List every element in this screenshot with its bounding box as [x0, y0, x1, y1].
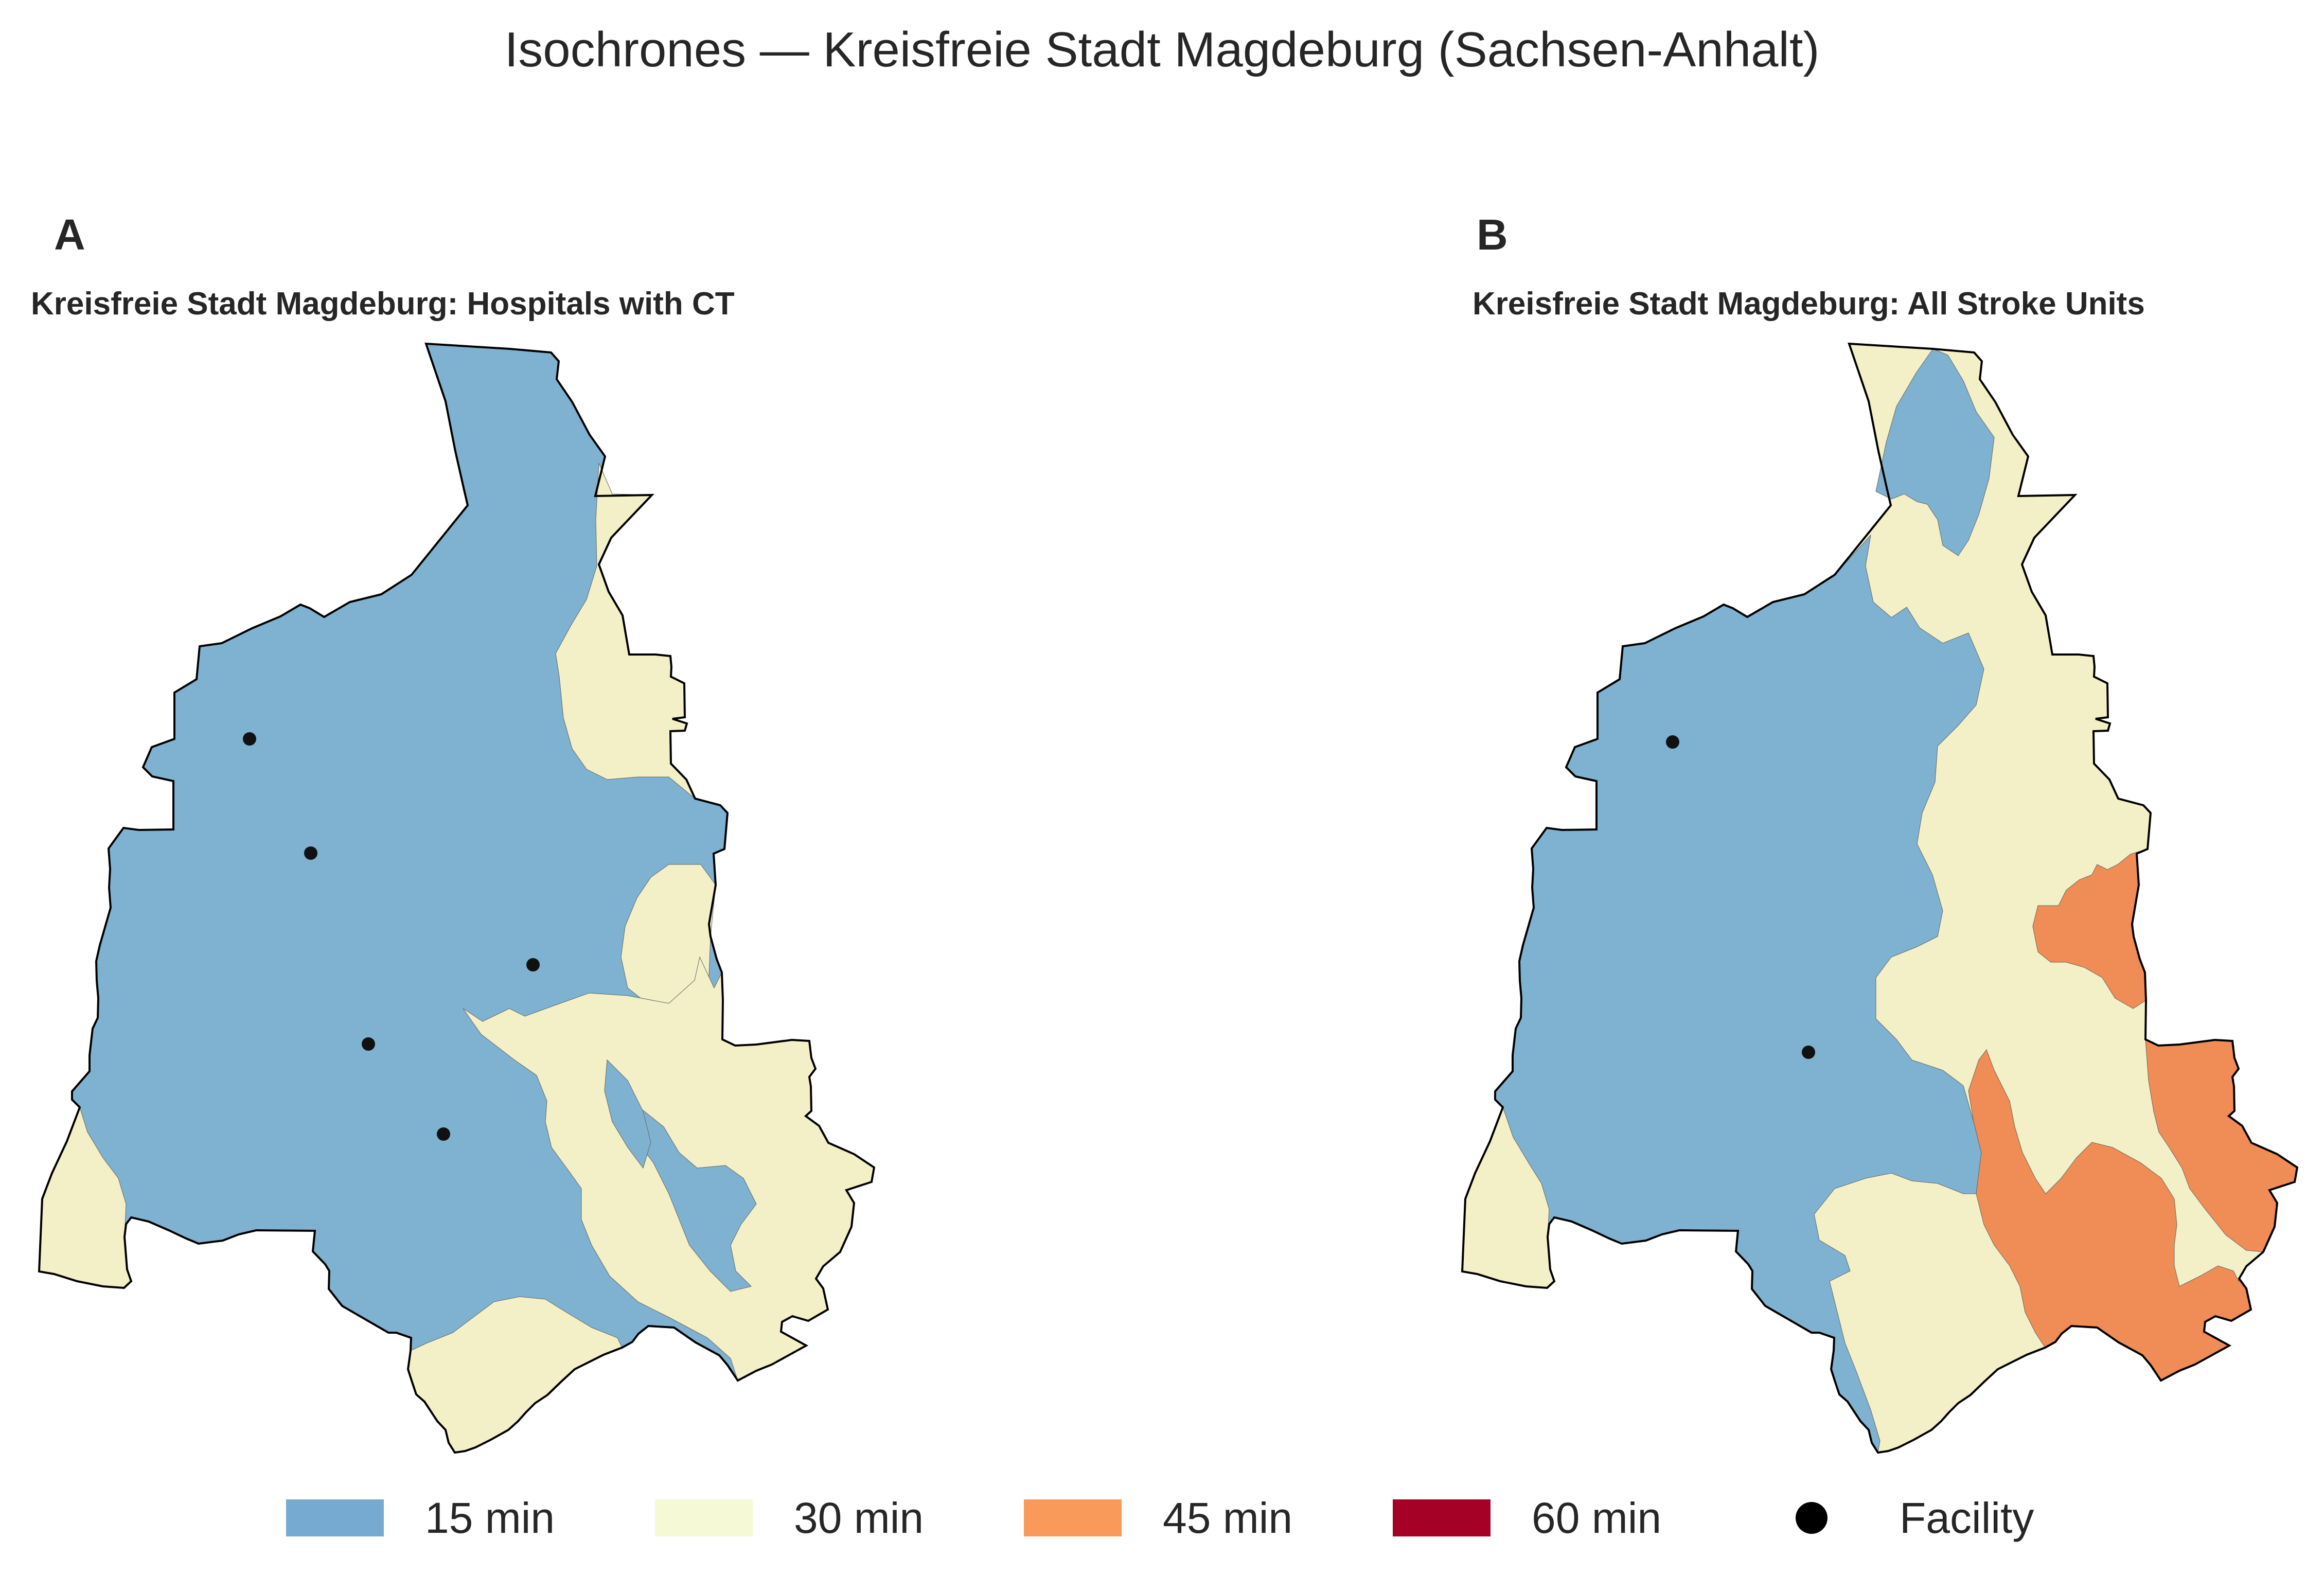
- panel-a-facility: [437, 1127, 450, 1141]
- panel-a-facility: [362, 1037, 375, 1051]
- panel-a-facility: [526, 958, 540, 971]
- figure-title: Isochrones — Kreisfreie Stadt Magdeburg …: [504, 22, 1820, 77]
- legend-label: 60 min: [1532, 1493, 1662, 1542]
- legend-swatch-15min: [286, 1499, 384, 1536]
- legend-label: Facility: [1900, 1493, 2034, 1542]
- panel-a-facility: [243, 732, 256, 746]
- legend-item-45min: 45 min: [1024, 1482, 1292, 1554]
- legend-swatch-60min: [1393, 1499, 1491, 1536]
- panel-b-facility: [1802, 1046, 1815, 1059]
- panel-a-title: Kreisfreie Stadt Magdeburg: Hospitals wi…: [31, 286, 735, 322]
- panel-a-letter: A: [54, 210, 85, 259]
- legend-label: 30 min: [794, 1493, 924, 1542]
- panel-b-letter: B: [1477, 210, 1508, 259]
- legend-swatch-30min: [655, 1499, 753, 1536]
- legend-item-60min: 60 min: [1393, 1482, 1661, 1554]
- panel-b-facility: [1666, 735, 1679, 749]
- legend-item-15min: 15 min: [286, 1482, 555, 1554]
- panel-b-map: [1461, 343, 2298, 1454]
- panel-a-map: [38, 343, 875, 1454]
- legend-label: 15 min: [425, 1493, 555, 1542]
- panel-b-zone-15min-north: [1875, 348, 1995, 556]
- legend: 15 min 30 min 45 min 60 min Facility: [0, 1482, 2324, 1554]
- legend-item-30min: 30 min: [655, 1482, 924, 1554]
- panel-b-title: Kreisfreie Stadt Magdeburg: All Stroke U…: [1473, 286, 2145, 322]
- legend-facility-marker: [1796, 1502, 1828, 1534]
- panel-a-facility: [304, 846, 317, 860]
- legend-label: 45 min: [1163, 1493, 1293, 1542]
- legend-item-facility: Facility: [1765, 1482, 2034, 1554]
- legend-swatch-45min: [1024, 1499, 1122, 1536]
